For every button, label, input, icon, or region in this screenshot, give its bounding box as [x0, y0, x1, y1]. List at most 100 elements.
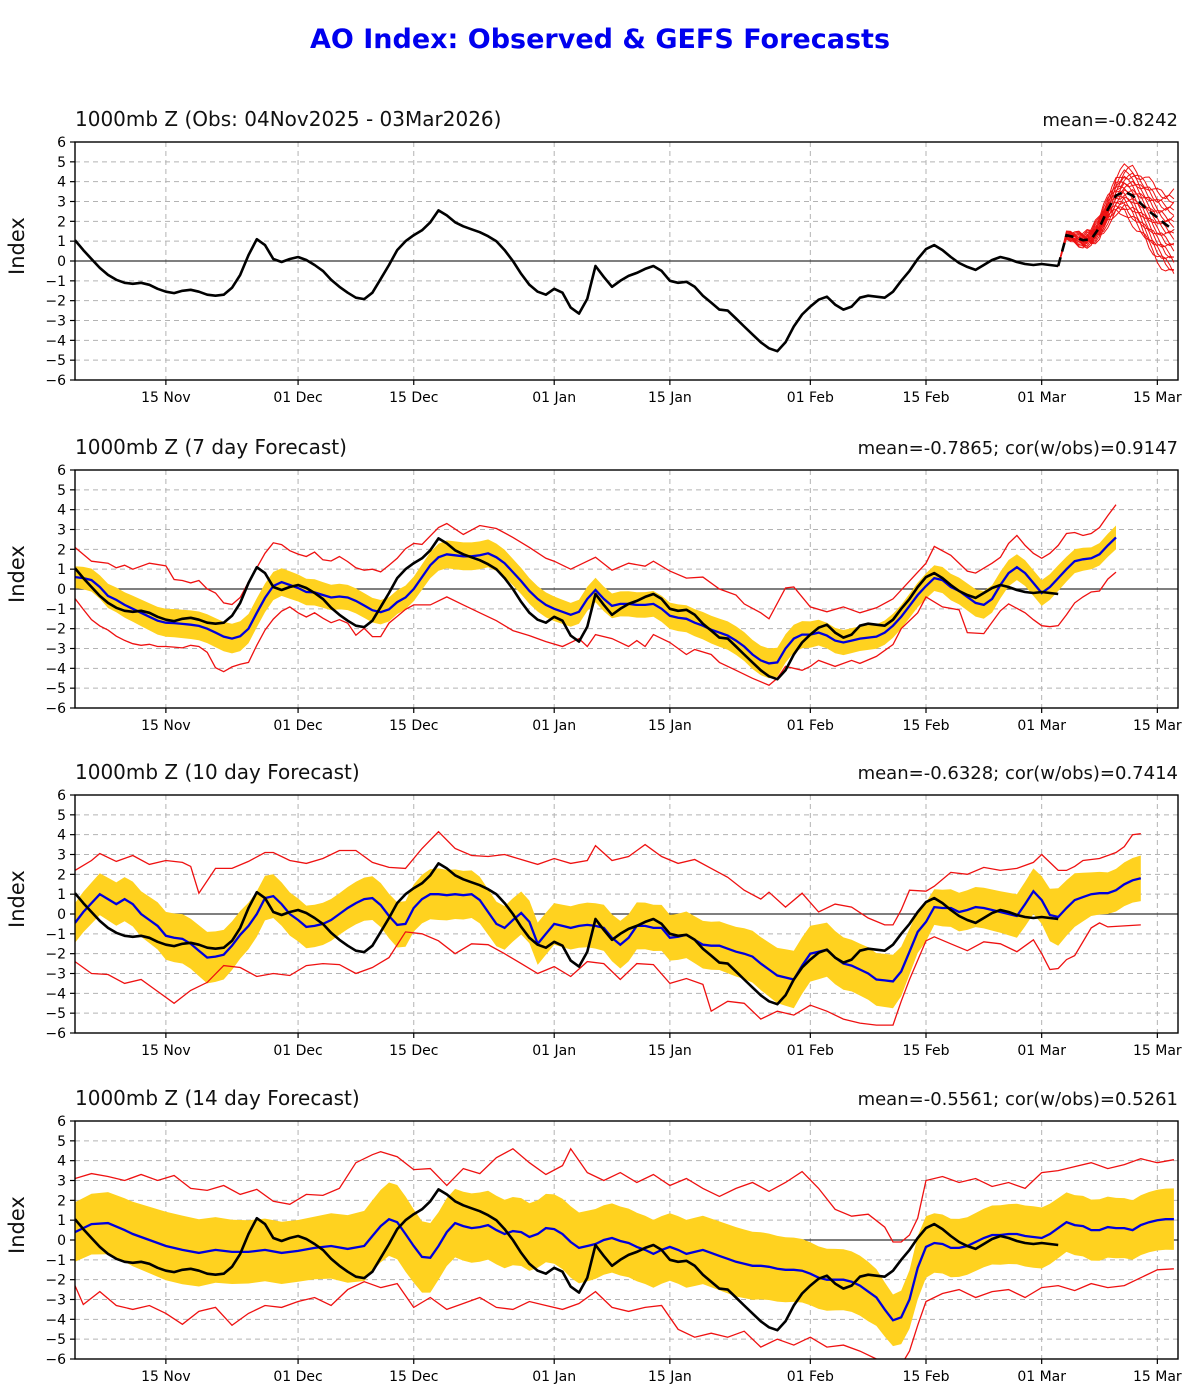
- y-tick-label: −4: [45, 1312, 66, 1328]
- x-tick-label: 15 Nov: [141, 718, 191, 734]
- panel2-title: 1000mb Z (7 day Forecast): [75, 435, 347, 459]
- y-tick-label: 6: [57, 135, 66, 151]
- y-tick-label: 4: [57, 175, 66, 191]
- x-tick-label: 01 Dec: [273, 1043, 322, 1059]
- y-tick-label: −1: [45, 1253, 66, 1269]
- y-tick-label: −6: [45, 1352, 66, 1368]
- panel1-title: 1000mb Z (Obs: 04Nov2025 - 03Mar2026): [75, 107, 502, 131]
- y-tick-label: −3: [45, 314, 66, 330]
- y-tick-label: −2: [45, 622, 66, 638]
- y-tick-label: −3: [45, 967, 66, 983]
- panel1-plot: 6 5 4 3 2 1 0 −1 −2 −3 −4 −5 −6 15 Nov 01 Dec 15 Dec 01 …: [45, 135, 1182, 406]
- y-tick-label: 6: [57, 788, 66, 804]
- y-tick-label: 1: [57, 562, 66, 578]
- y-tick-label: 3: [57, 195, 66, 211]
- panel1-mean-annotation: mean=-0.8242: [1042, 110, 1178, 131]
- x-tick-label: 15 Nov: [141, 1369, 191, 1385]
- y-tick-label: −2: [45, 294, 66, 310]
- panel3-title: 1000mb Z (10 day Forecast): [75, 760, 360, 784]
- x-tick-label: 01 Jan: [532, 1369, 576, 1385]
- y-tick-label: −5: [45, 353, 66, 369]
- x-tick-label: 01 Jan: [532, 718, 576, 734]
- y-tick-label: 1: [57, 887, 66, 903]
- panel3-mean-annotation: mean=-0.6328; cor(w/obs)=0.7414: [857, 763, 1178, 784]
- x-tick-label: 15 Dec: [389, 1043, 438, 1059]
- envelope-max-line: [75, 504, 1117, 620]
- y-tick-label: 5: [57, 155, 66, 171]
- y-tick-label: 2: [57, 1193, 66, 1209]
- y-tick-label: −6: [45, 373, 66, 389]
- panel2-mean-annotation: mean=-0.7865; cor(w/obs)=0.9147: [857, 438, 1178, 459]
- y-tick-label: 1: [57, 234, 66, 250]
- y-tick-label: 5: [57, 808, 66, 824]
- x-tick-label: 15 Feb: [902, 390, 949, 406]
- ensemble-member-line: [1057, 163, 1175, 267]
- y-tick-label: −2: [45, 1273, 66, 1289]
- ensemble-member-line: [1057, 180, 1175, 267]
- x-tick-label: 15 Mar: [1133, 390, 1182, 406]
- x-tick-label: 01 Feb: [787, 1043, 834, 1059]
- x-tick-label: 15 Dec: [389, 390, 438, 406]
- y-tick-label: 3: [57, 848, 66, 864]
- panel2-plot: 6 5 4 3 2 1 0 −1 −2 −3 −4 −5 −6 15 Nov 01 Dec 15 Dec 01 …: [45, 463, 1182, 734]
- y-tick-label: −4: [45, 986, 66, 1002]
- x-tick-label: 01 Mar: [1017, 718, 1066, 734]
- y-tick-label: 0: [57, 907, 66, 923]
- y-tick-label: −4: [45, 333, 66, 349]
- y-tick-label: 0: [57, 582, 66, 598]
- x-tick-label: 01 Jan: [532, 390, 576, 406]
- y-tick-label: −1: [45, 602, 66, 618]
- x-tick-label: 15 Jan: [648, 1369, 692, 1385]
- y-tick-label: 2: [57, 867, 66, 883]
- x-tick-label: 01 Feb: [787, 390, 834, 406]
- panel4-plot: 6 5 4 3 2 1 0 −1 −2 −3 −4 −5 −6 15 Nov 01 Dec 15 Dec 01 …: [45, 1114, 1182, 1385]
- y-tick-label: −5: [45, 681, 66, 697]
- x-tick-label: 15 Mar: [1133, 718, 1182, 734]
- envelope-max-line: [75, 1147, 1175, 1243]
- x-tick-label: 01 Feb: [787, 1369, 834, 1385]
- envelope-min-line: [75, 571, 1117, 686]
- y-tick-label: −3: [45, 1293, 66, 1309]
- y-tick-label: −4: [45, 661, 66, 677]
- ensemble-mean-dashed-line: [1056, 190, 1175, 267]
- y-tick-label: 2: [57, 542, 66, 558]
- envelope-max-line: [75, 830, 1141, 926]
- y-tick-label: −6: [45, 1026, 66, 1042]
- x-tick-label: 15 Feb: [902, 1043, 949, 1059]
- envelope-min-line: [75, 1268, 1174, 1359]
- x-tick-label: 15 Feb: [902, 1369, 949, 1385]
- ensemble-spread-band: [75, 525, 1116, 679]
- y-tick-label: 2: [57, 214, 66, 230]
- y-tick-label: 3: [57, 523, 66, 539]
- x-tick-label: 01 Mar: [1017, 1369, 1066, 1385]
- observed-line: [75, 537, 1059, 681]
- y-tick-label: 0: [57, 254, 66, 270]
- x-tick-label: 15 Jan: [648, 390, 692, 406]
- x-tick-label: 01 Dec: [273, 718, 322, 734]
- forecast-mean-line: [75, 1217, 1174, 1322]
- x-tick-label: 01 Dec: [273, 390, 322, 406]
- x-tick-label: 01 Feb: [787, 718, 834, 734]
- x-tick-label: 15 Mar: [1133, 1043, 1182, 1059]
- y-tick-label: 1: [57, 1213, 66, 1229]
- envelope-min-line: [75, 922, 1141, 1026]
- y-tick-label: −5: [45, 1332, 66, 1348]
- figure-title: AO Index: Observed & GEFS Forecasts: [309, 24, 891, 55]
- x-tick-label: 15 Dec: [389, 1369, 438, 1385]
- ensemble-member-line: [1057, 181, 1175, 267]
- x-tick-label: 15 Jan: [648, 1043, 692, 1059]
- y-tick-label: 6: [57, 1114, 66, 1130]
- panel4-mean-annotation: mean=-0.5561; cor(w/obs)=0.5261: [857, 1089, 1178, 1110]
- y-tick-label: 4: [57, 503, 66, 519]
- y-tick-label: 5: [57, 483, 66, 499]
- observed-line: [75, 209, 1059, 353]
- x-tick-label: 01 Mar: [1017, 1043, 1066, 1059]
- y-tick-label: 0: [57, 1233, 66, 1249]
- x-tick-label: 15 Jan: [648, 718, 692, 734]
- forecast-mean-line: [75, 536, 1117, 665]
- panel3-plot: 6 5 4 3 2 1 0 −1 −2 −3 −4 −5 −6 15 Nov 01 Dec 15 Dec 01 …: [45, 788, 1182, 1059]
- y-tick-label: 4: [57, 1154, 66, 1170]
- x-tick-label: 01 Mar: [1017, 390, 1066, 406]
- ensemble-member-line: [1057, 197, 1175, 267]
